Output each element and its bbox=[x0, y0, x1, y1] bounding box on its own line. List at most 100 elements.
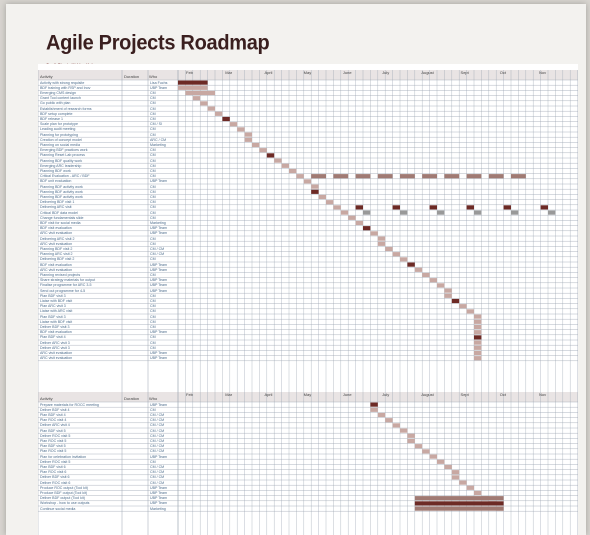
gantt-table-bottom: Activity Duration Who Feb Mar April May June… bbox=[38, 392, 578, 535]
gantt-bar bbox=[303, 179, 312, 184]
gantt-bar bbox=[385, 246, 393, 252]
gantt-bar bbox=[451, 298, 460, 304]
activity-label: Planning BDF quality work bbox=[40, 158, 83, 163]
gantt-bar bbox=[385, 418, 393, 423]
activity-label: Deliver ROC visit 5 bbox=[40, 433, 71, 438]
who-label: CM / SI bbox=[150, 122, 162, 127]
activity-label: Plan BDF visit 3 bbox=[40, 314, 66, 319]
gantt-bar bbox=[326, 200, 334, 205]
gantt-bar bbox=[414, 506, 504, 511]
gantt-bar bbox=[451, 475, 460, 480]
activity-label: ARC visit evaluation bbox=[40, 351, 73, 355]
activity-label: Planning BDF visit 2 bbox=[40, 247, 73, 251]
who-label: CM bbox=[150, 215, 156, 220]
who-label: ARC / CM bbox=[150, 137, 167, 142]
who-label: CM bbox=[150, 309, 156, 314]
page-title: Agile Projects Roadmap bbox=[46, 31, 270, 55]
activity-label: Plan ROC visit 6 bbox=[40, 470, 67, 475]
gantt-bar bbox=[414, 501, 504, 506]
activity-label: Deliver ROC visit 5 bbox=[40, 459, 71, 464]
who-label: CM / CM bbox=[150, 433, 165, 438]
gantt-bar bbox=[474, 345, 482, 350]
activity-label: Plan ROC visit 5 bbox=[40, 449, 67, 454]
activity-label: Deliver ROC visit 6 bbox=[40, 480, 71, 485]
who-label: CM / CM bbox=[150, 439, 165, 443]
activity-label: Change fundamentals slide bbox=[40, 215, 84, 220]
gantt-bar bbox=[377, 174, 393, 179]
gantt-bar bbox=[392, 252, 400, 257]
header-band bbox=[38, 70, 578, 80]
who-label: CM bbox=[150, 132, 156, 137]
activity-label: Delivering BDF visit 1 bbox=[40, 200, 75, 205]
gantt-bar bbox=[429, 205, 437, 210]
activity-label: Planning for prototyping bbox=[40, 132, 78, 137]
activity-label: Activity with strong requisite bbox=[40, 80, 85, 85]
activity-label: BDF release 1 bbox=[40, 117, 63, 121]
activity-label: ARC visit evaluation bbox=[40, 356, 73, 361]
who-label: CM bbox=[150, 153, 156, 158]
gantt-bar bbox=[422, 272, 430, 278]
who-label: CM / CM bbox=[150, 428, 165, 433]
activity-label: Send out programme for 4-5 bbox=[40, 288, 86, 293]
gantt-bar bbox=[422, 449, 430, 454]
month-label: July bbox=[382, 392, 390, 397]
who-label: CM bbox=[150, 148, 156, 153]
activity-label: Plan ROC visit 5 bbox=[40, 439, 67, 443]
gantt-bar bbox=[363, 210, 371, 215]
header-activity-2: Activity bbox=[40, 396, 53, 401]
activity-label: Deliver BDF visit 6 bbox=[40, 475, 70, 480]
gantt-bar bbox=[311, 174, 326, 179]
who-label: CM bbox=[150, 205, 156, 210]
who-label: CM / CM bbox=[150, 252, 165, 257]
gantt-bar bbox=[185, 90, 215, 96]
month-label: April bbox=[264, 392, 273, 397]
who-label: UBP Team bbox=[150, 231, 168, 236]
who-label: UBP Team bbox=[150, 85, 168, 90]
header-who: Who bbox=[149, 74, 158, 79]
header-duration-2: Duration bbox=[124, 396, 140, 401]
activity-label: ARC visit evaluation bbox=[40, 231, 73, 236]
who-label: UBP Team bbox=[150, 179, 168, 184]
gantt-bar bbox=[400, 428, 408, 433]
who-label: CM bbox=[150, 319, 156, 324]
gantt-bar bbox=[511, 210, 519, 215]
activity-label: BDF visit for social media bbox=[40, 221, 81, 225]
activity-label: Planning BDF activity work bbox=[40, 195, 83, 199]
activity-label: Plan BDF visit 5 bbox=[40, 428, 66, 433]
activity-label: Leading audit meeting bbox=[40, 127, 76, 132]
activity-label: Plan BDF visit 6 bbox=[40, 465, 66, 469]
month-label: Oct bbox=[499, 392, 506, 397]
who-label: UBP Team bbox=[150, 267, 168, 272]
gantt-bar bbox=[503, 205, 511, 210]
activity-label: Delivering BDF visit 2 bbox=[40, 257, 75, 262]
gantt-bar bbox=[370, 402, 378, 407]
who-label: CM bbox=[150, 163, 156, 168]
who-label: CM bbox=[150, 257, 156, 262]
activity-label: Plan ARC visit 3 bbox=[40, 304, 66, 309]
who-label: CM bbox=[150, 304, 156, 309]
who-label: CM bbox=[150, 459, 156, 464]
gantt-bar bbox=[363, 226, 371, 231]
gantt-bar bbox=[266, 153, 275, 158]
gantt-bar bbox=[311, 189, 319, 194]
who-label: CM / CM bbox=[150, 418, 165, 423]
activity-label: ARC visit evaluation bbox=[40, 267, 73, 272]
activity-label: BDF unit evaluation bbox=[40, 179, 72, 184]
who-label: CM / CM bbox=[150, 413, 165, 417]
activity-label: Deliver ARC visit 3 bbox=[40, 345, 70, 350]
activity-label: ARC visit evaluation bbox=[40, 241, 73, 246]
who-label: CM bbox=[150, 299, 156, 303]
month-label: June bbox=[342, 392, 352, 397]
header-duration: Duration bbox=[124, 74, 140, 79]
who-label: CM bbox=[150, 236, 156, 241]
gantt-bar bbox=[407, 433, 415, 438]
who-label: UBP Team bbox=[150, 402, 168, 407]
gantt-bar bbox=[229, 122, 238, 127]
gantt-bar bbox=[548, 210, 556, 215]
gantt-bar bbox=[466, 309, 474, 314]
gantt-bar bbox=[540, 205, 548, 210]
month-label: Sept bbox=[460, 392, 469, 397]
who-label: CM bbox=[150, 210, 156, 215]
gantt-bar bbox=[392, 423, 400, 428]
activity-label: BDF training with RSP and Inov bbox=[40, 85, 91, 90]
